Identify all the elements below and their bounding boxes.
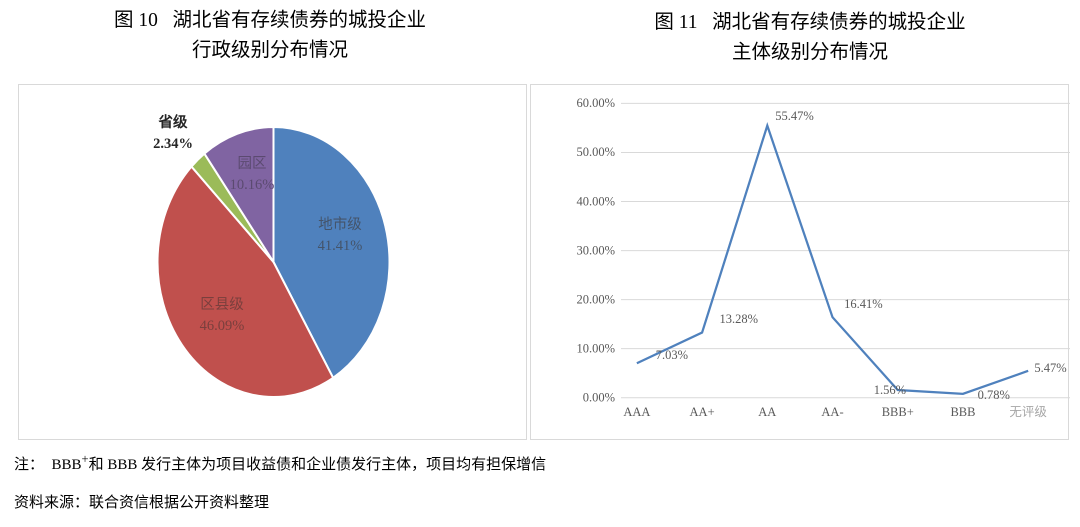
svg-text:5.47%: 5.47%	[1034, 361, 1066, 375]
svg-text:40.00%: 40.00%	[576, 194, 615, 208]
svg-text:1.56%: 1.56%	[874, 383, 906, 397]
svg-text:10.16%: 10.16%	[230, 177, 275, 193]
svg-text:BBB: BBB	[950, 405, 975, 419]
svg-text:AAA: AAA	[623, 405, 650, 419]
svg-text:46.09%: 46.09%	[200, 318, 245, 334]
svg-text:0.78%: 0.78%	[978, 388, 1010, 402]
svg-text:0.00%: 0.00%	[583, 391, 615, 405]
svg-text:10.00%: 10.00%	[576, 341, 615, 355]
svg-text:2.34%: 2.34%	[153, 136, 193, 152]
svg-text:AA-: AA-	[821, 405, 843, 419]
svg-text:20.00%: 20.00%	[576, 292, 615, 306]
svg-text:30.00%: 30.00%	[576, 243, 615, 257]
svg-text:园区: 园区	[238, 156, 267, 172]
svg-text:13.28%: 13.28%	[720, 312, 759, 326]
svg-text:7.03%: 7.03%	[656, 348, 688, 362]
svg-text:区县级: 区县级	[200, 296, 244, 313]
svg-text:无评级: 无评级	[1009, 405, 1047, 419]
svg-text:地市级: 地市级	[318, 216, 362, 233]
svg-text:50.00%: 50.00%	[576, 145, 615, 159]
svg-text:AA+: AA+	[690, 405, 715, 419]
svg-text:55.47%: 55.47%	[775, 109, 814, 123]
svg-text:BBB+: BBB+	[882, 405, 914, 419]
svg-text:41.41%: 41.41%	[318, 238, 363, 254]
svg-text:60.00%: 60.00%	[576, 96, 615, 110]
svg-text:AA: AA	[758, 405, 776, 419]
svg-text:省级: 省级	[158, 113, 188, 131]
svg-text:16.41%: 16.41%	[844, 297, 883, 311]
